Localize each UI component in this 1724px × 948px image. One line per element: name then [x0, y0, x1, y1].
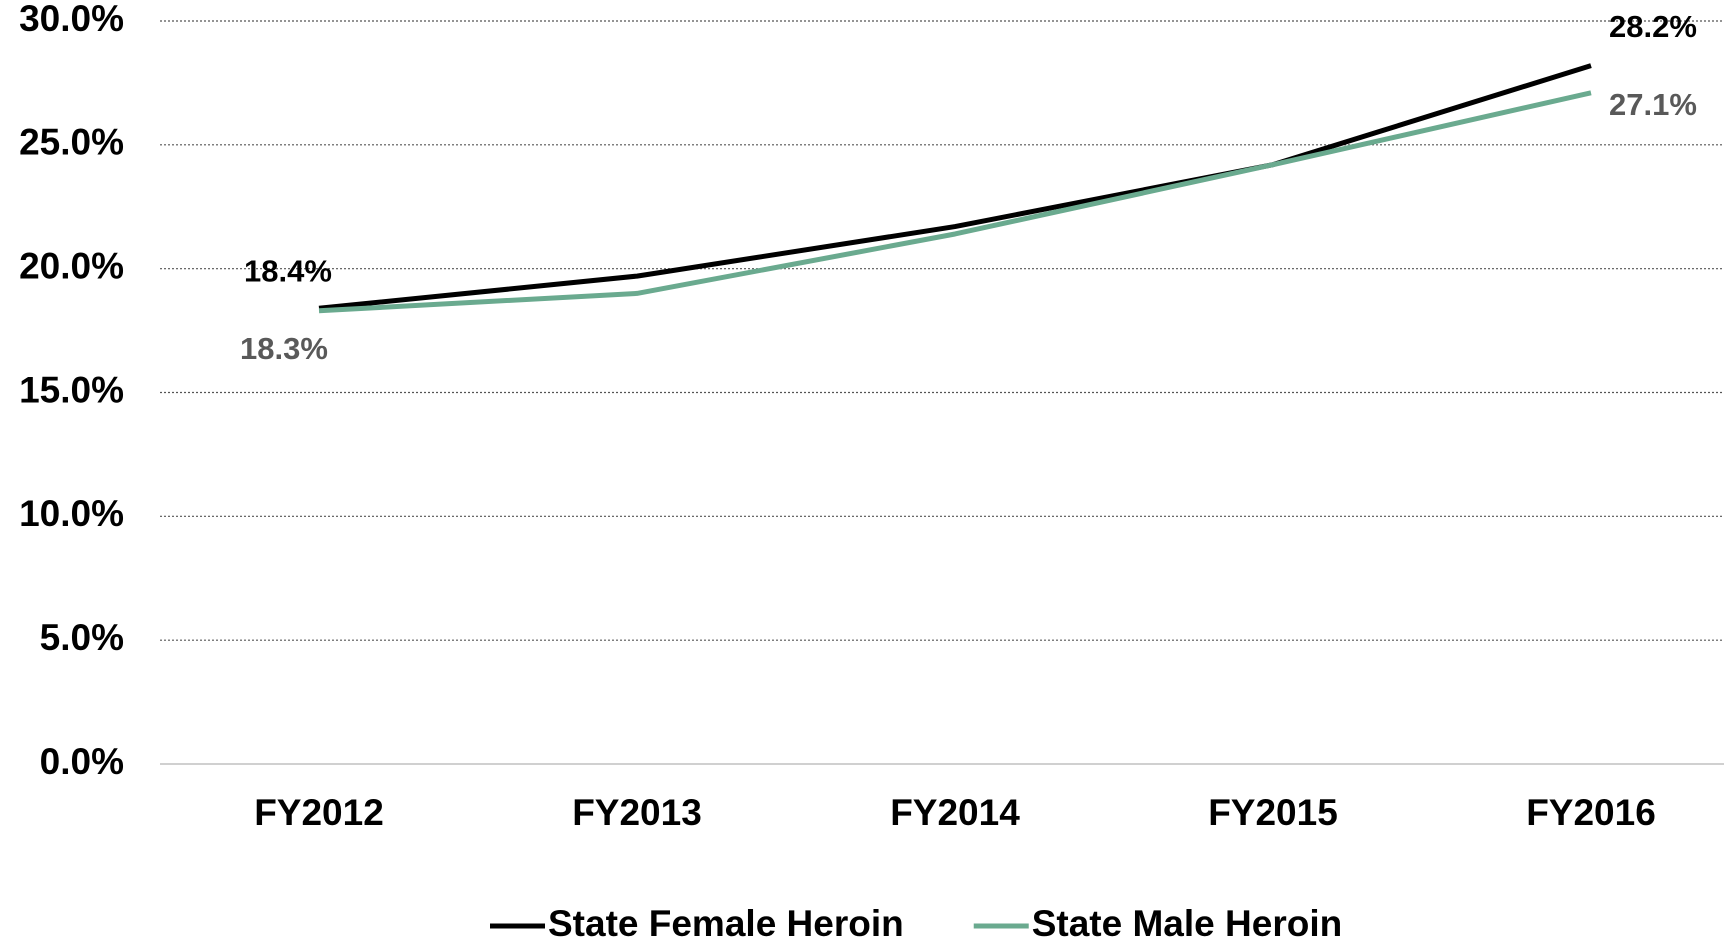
- data-label: 18.4%: [244, 253, 332, 288]
- x-tick-label: FY2013: [572, 792, 702, 833]
- data-label: 27.1%: [1609, 87, 1697, 122]
- y-tick-label: 5.0%: [40, 617, 124, 658]
- x-tick-label: FY2015: [1208, 792, 1338, 833]
- x-tick-label: FY2012: [254, 792, 384, 833]
- data-label: 28.2%: [1609, 9, 1697, 44]
- y-tick-label: 25.0%: [19, 122, 124, 163]
- y-tick-label: 0.0%: [40, 741, 124, 782]
- data-label: 18.3%: [240, 331, 328, 366]
- y-tick-label: 30.0%: [19, 0, 124, 39]
- y-tick-label: 15.0%: [19, 369, 124, 410]
- x-tick-label: FY2014: [890, 792, 1020, 833]
- x-tick-label: FY2016: [1526, 792, 1656, 833]
- legend-label: State Male Heroin: [1032, 903, 1342, 944]
- series-line: [318, 63, 1592, 311]
- y-tick-label: 10.0%: [19, 493, 124, 534]
- y-tick-label: 20.0%: [19, 245, 124, 286]
- series-line: [318, 90, 1592, 314]
- legend-label: State Female Heroin: [548, 903, 904, 944]
